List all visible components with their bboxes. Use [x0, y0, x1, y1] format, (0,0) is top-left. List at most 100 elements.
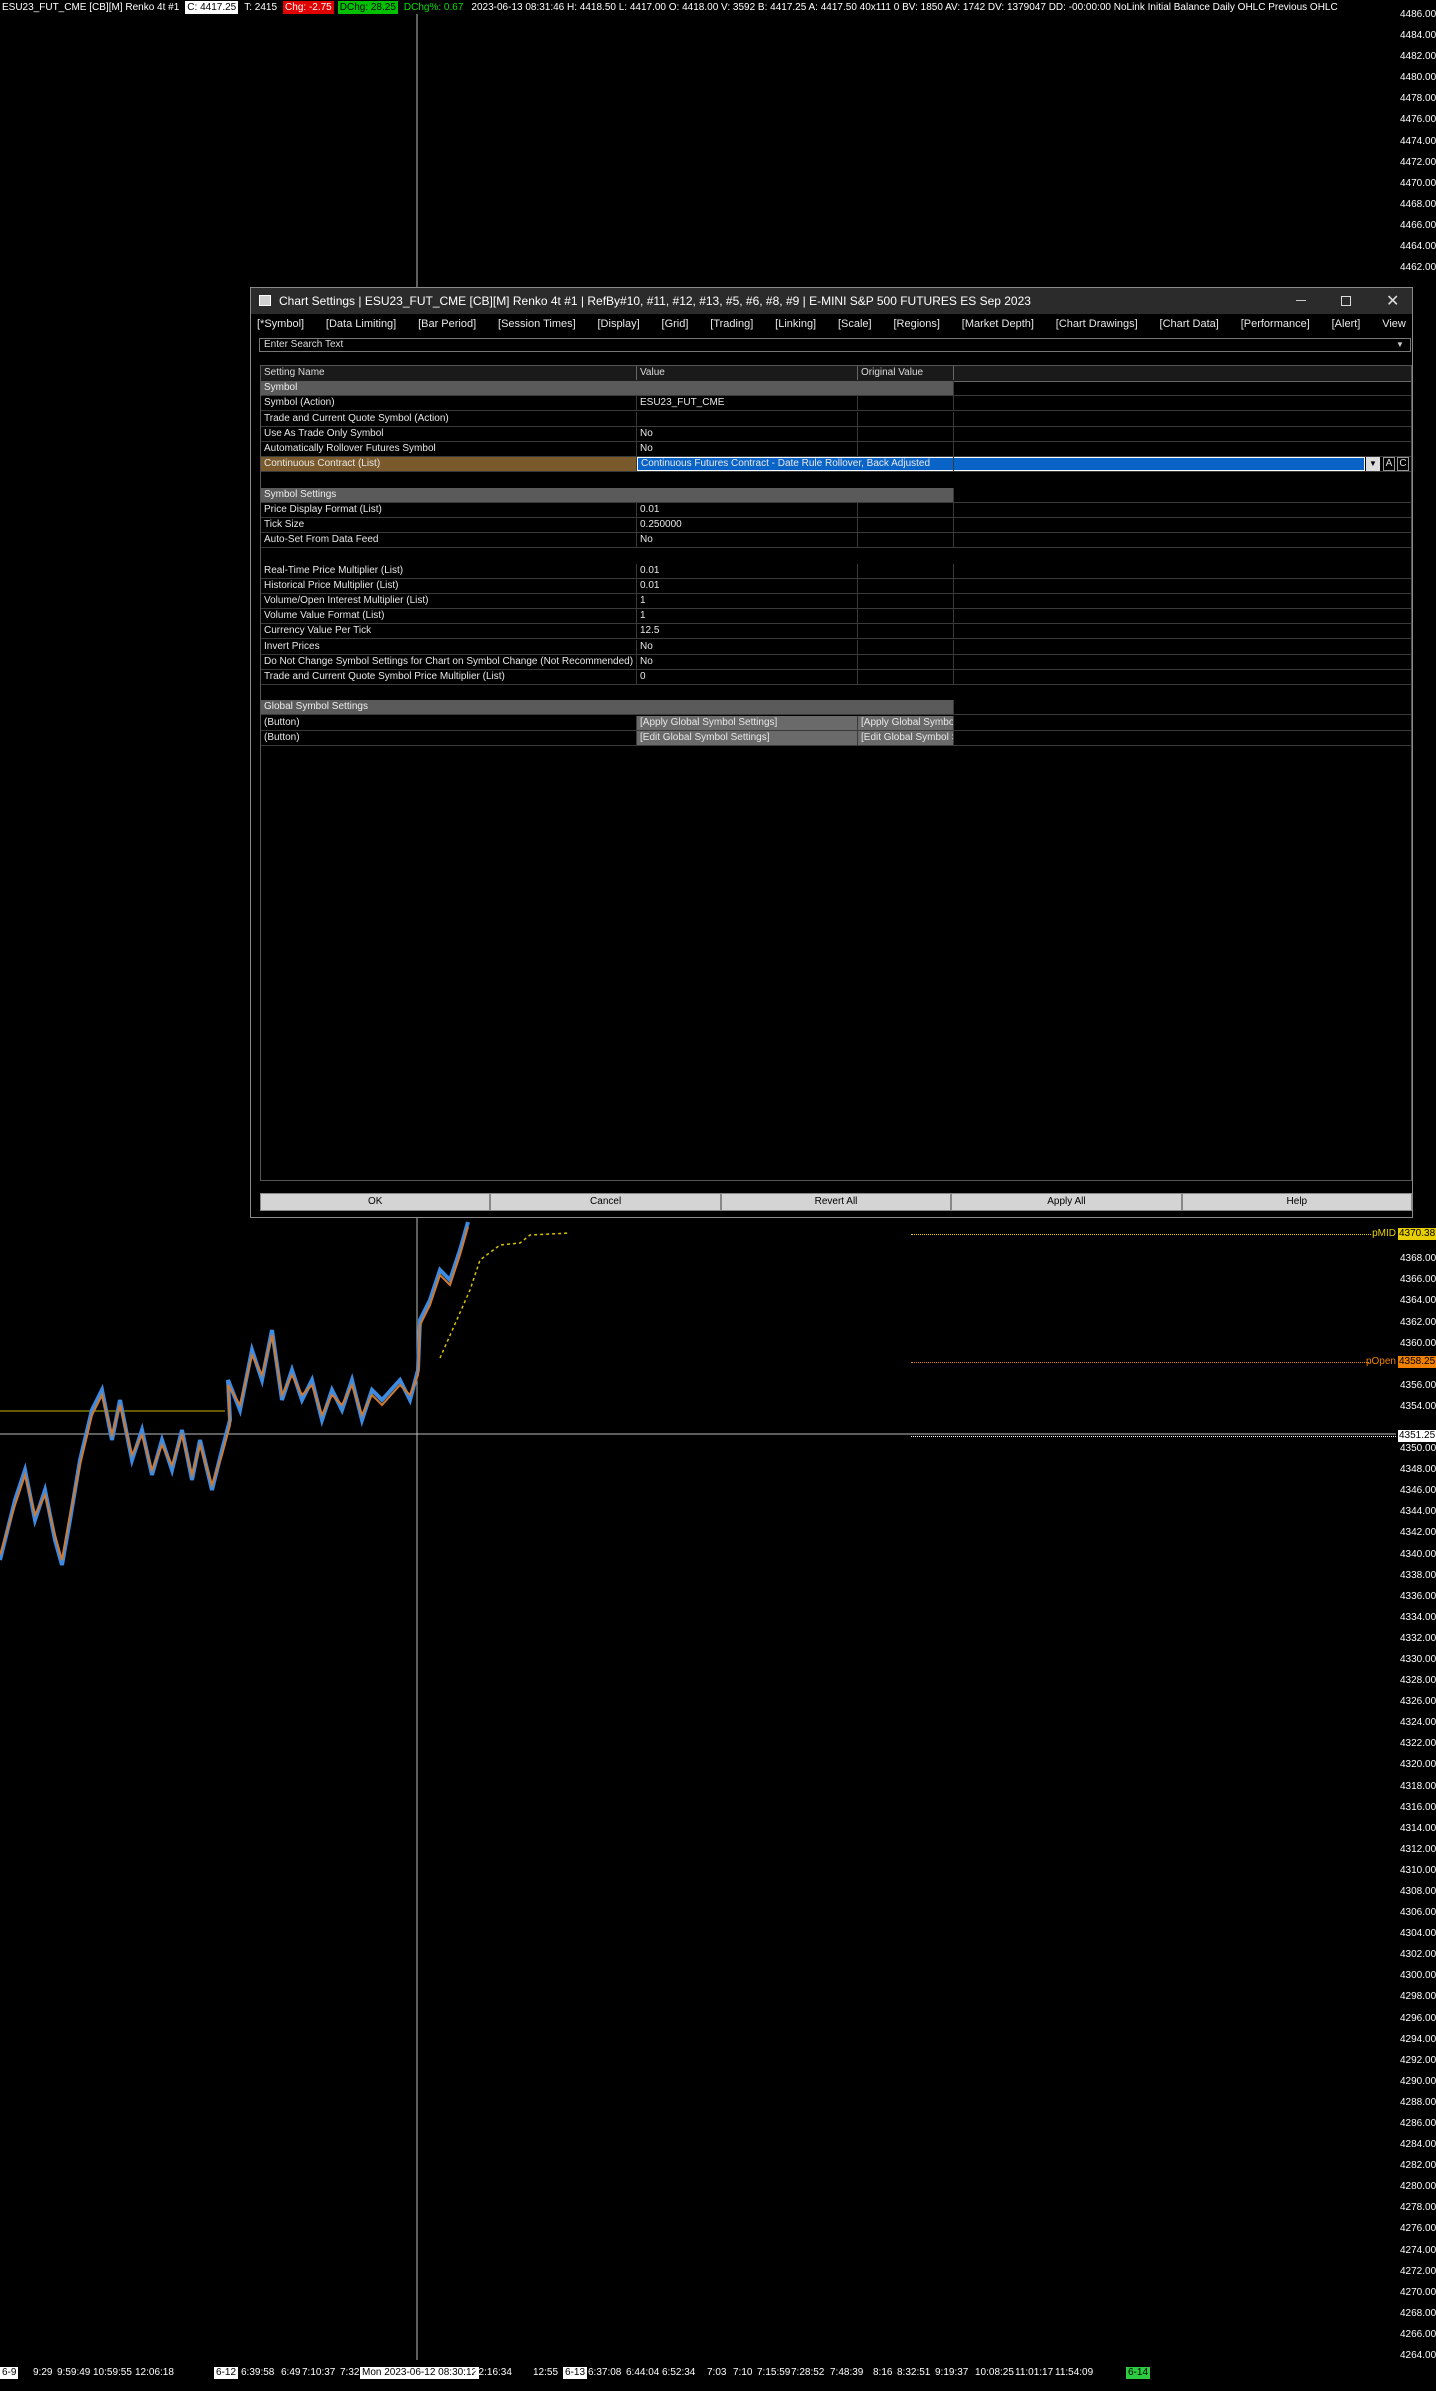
close-button[interactable]: ✕	[1386, 293, 1400, 310]
maximize-button[interactable]	[1341, 296, 1351, 306]
price-label: 4360.00	[1400, 1337, 1436, 1349]
price-label: 4470.00	[1400, 177, 1436, 189]
marker-line	[911, 1435, 1396, 1437]
setting-name: (Button)	[261, 715, 637, 730]
time-label: 9:59:49	[57, 2367, 91, 2378]
empty-cell	[858, 563, 954, 578]
menu-tab[interactable]: [Bar Period]	[418, 318, 477, 330]
dialog-button[interactable]: Cancel	[490, 1193, 721, 1211]
menu-tab[interactable]: [Linking]	[775, 318, 817, 330]
setting-value[interactable]: Continuous Futures Contract - Date Rule …	[637, 457, 1365, 472]
empty-cell	[858, 609, 954, 624]
dropdown-button[interactable]: A	[1383, 457, 1395, 472]
mid-line	[439, 1232, 571, 1359]
menu-tab[interactable]: [Regions]	[893, 318, 940, 330]
setting-value: No	[637, 533, 858, 548]
price-label: 4344.00	[1400, 1506, 1436, 1518]
price-bars-overlay	[0, 1226, 469, 1561]
price-label: 4332.00	[1400, 1632, 1436, 1644]
original-value: [Edit Global Symbol Se	[858, 730, 954, 745]
price-label: 4264.00	[1400, 2349, 1436, 2361]
menu-tab[interactable]: [Data Limiting]	[325, 318, 397, 330]
time-label: 11:01:17	[1015, 2367, 1054, 2378]
dropdown-button[interactable]: C	[1397, 457, 1409, 472]
dialog-button[interactable]: Help	[1181, 1193, 1413, 1211]
price-label: 4472.00	[1400, 156, 1436, 168]
price-label: 4316.00	[1400, 1801, 1436, 1813]
price-label: 4298.00	[1400, 1991, 1436, 2003]
price-label: 4320.00	[1400, 1759, 1436, 1771]
chart-settings-dialog: Chart Settings | ESU23_FUT_CME [CB][M] R…	[250, 287, 1413, 1218]
price-label: 4312.00	[1400, 1843, 1436, 1855]
setting-name: Auto-Set From Data Feed	[261, 533, 637, 548]
setting-name: Automatically Rollover Futures Symbol	[261, 442, 637, 456]
menu-tab[interactable]: [Display]	[597, 318, 640, 330]
time-label: 9:29	[33, 2367, 53, 2378]
price-label: 4328.00	[1400, 1675, 1436, 1687]
setting-value: No	[637, 639, 858, 654]
marker-line	[911, 1234, 1371, 1236]
price-label: 4292.00	[1400, 2054, 1436, 2066]
price-label: 4280.00	[1400, 2181, 1436, 2193]
time-label: 6-12	[214, 2367, 239, 2379]
menu-tab[interactable]: [Performance]	[1240, 318, 1310, 330]
status-segment: DChg%: 0.67	[403, 1, 464, 13]
price-label: 4286.00	[1400, 2118, 1436, 2129]
setting-value: 0.01	[637, 563, 858, 578]
price-label: 4314.00	[1400, 1822, 1436, 1834]
menu-tab[interactable]: [Alert]	[1331, 318, 1361, 330]
time-label: Mon 2023-06-12 08:30:12	[360, 2367, 480, 2379]
setting-value: No	[637, 426, 858, 441]
time-label: 7:28:52	[791, 2367, 825, 2378]
time-label: 7:15:59	[757, 2367, 791, 2378]
time-label: 12:16:34	[473, 2367, 512, 2378]
price-label: 4272.00	[1400, 2265, 1436, 2277]
time-label: 12:06:18	[135, 2367, 174, 2378]
price-label: 4486.00	[1400, 9, 1436, 20]
setting-value: 0	[637, 670, 858, 684]
setting-name: (Button)	[261, 730, 637, 745]
time-label: 7:48:39	[830, 2367, 864, 2378]
table-row: (Button) [Apply Global Symbol Settings] [A…	[261, 715, 1411, 731]
menu-tab[interactable]: [Chart Drawings]	[1055, 318, 1138, 330]
status-segment: DChg: 28.25	[337, 0, 398, 14]
marker-name: pOpen	[1365, 1356, 1396, 1368]
setting-value: 12.5	[637, 624, 858, 639]
search-dropdown-arrow[interactable]: ▼	[1396, 340, 1404, 349]
dialog-button[interactable]: Apply All	[951, 1193, 1182, 1211]
price-label: 4284.00	[1400, 2139, 1436, 2151]
setting-value: No	[637, 442, 858, 456]
menu-tab[interactable]: View	[1382, 318, 1406, 330]
dialog-button[interactable]: Revert All	[720, 1193, 952, 1211]
price-label: 4278.00	[1400, 2202, 1436, 2214]
price-label: 4306.00	[1400, 1907, 1436, 1919]
dialog-button[interactable]: OK	[260, 1193, 491, 1211]
menu-tab[interactable]: [*Symbol]	[257, 318, 305, 330]
time-label: 7:32	[340, 2367, 360, 2378]
table-row: (Button) [Edit Global Symbol Settings] [Ed…	[261, 730, 1411, 746]
menu-tab[interactable]: [Market Depth]	[961, 318, 1034, 330]
dropdown-arrow[interactable]: ▼	[1366, 457, 1380, 472]
search-box[interactable]: Enter Search Text	[259, 338, 1411, 352]
menu-bar: [*Symbol] [Data Limiting] [Bar Period] [Ses…	[257, 318, 1406, 334]
table-row: Trade and Current Quote Symbol Price Mul…	[261, 670, 1411, 685]
menu-tab[interactable]: [Trading]	[710, 318, 754, 330]
menu-tab[interactable]: [Scale]	[837, 318, 872, 330]
marker-value: 4351.25	[1398, 1429, 1436, 1442]
minimize-button[interactable]	[1296, 300, 1306, 301]
setting-name: Price Display Format (List)	[261, 502, 637, 517]
empty-cell	[858, 594, 954, 608]
time-label: 6:49	[281, 2367, 301, 2378]
setting-value: 0.01	[637, 502, 858, 517]
empty-cell	[858, 639, 954, 654]
time-label: 6-14	[1126, 2367, 1151, 2379]
price-label: 4474.00	[1400, 135, 1436, 147]
table-row: Symbol (Action) ESU23_FUT_CME	[261, 396, 1411, 412]
menu-tab[interactable]: [Session Times]	[498, 318, 576, 330]
setting-value: 1	[637, 594, 858, 608]
price-label: 4338.00	[1400, 1569, 1436, 1581]
menu-tab[interactable]: [Chart Data]	[1159, 318, 1219, 330]
menu-tab[interactable]: [Grid]	[661, 318, 689, 330]
marker-value: 4370.38	[1398, 1228, 1436, 1241]
